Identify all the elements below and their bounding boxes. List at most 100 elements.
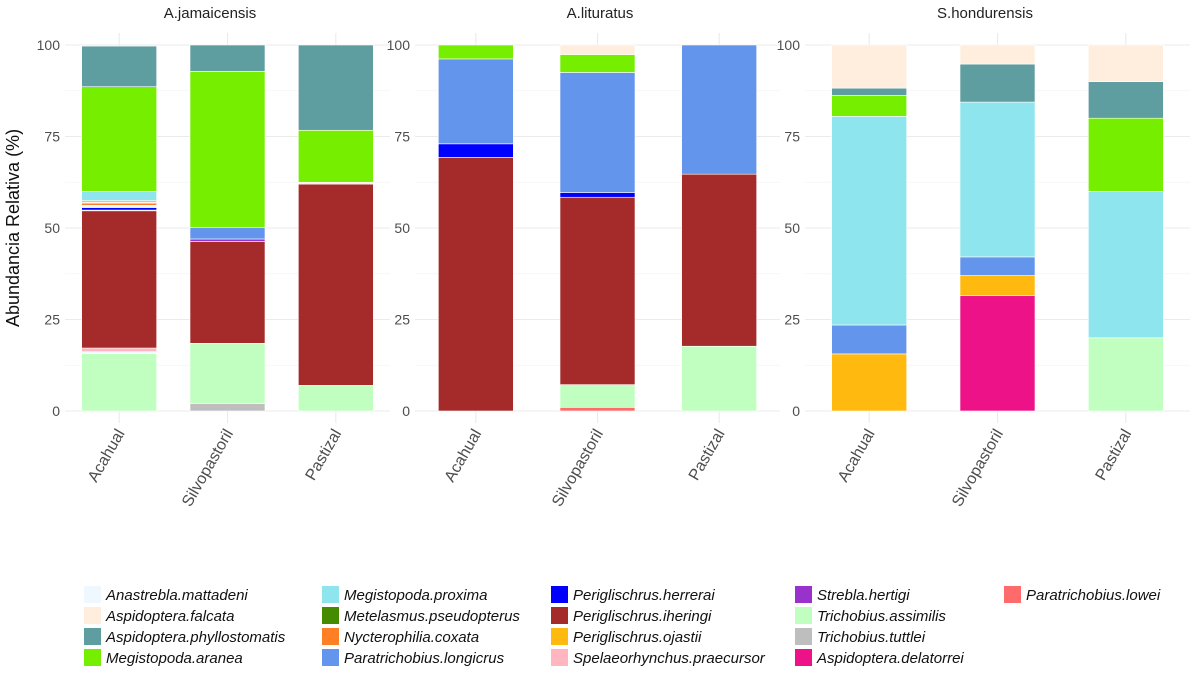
- bar-segment-paratrichobius-longicrus: [438, 58, 514, 145]
- bar-segment-trichobius-assimilis: [298, 385, 374, 412]
- legend-swatch: [795, 628, 812, 645]
- bar-segment-paratrichobius-longicrus: [559, 72, 636, 193]
- panel-s-hondurensis: 0 25 50 75 100 S.hondurensis Acahual Silvopasto…: [777, 5, 1190, 510]
- bar-segment-periglischrus-herrerai: [438, 143, 514, 158]
- legend-swatch: [795, 586, 812, 603]
- legend-item: Nycterophilia.coxata: [322, 628, 479, 646]
- legend-item: Metelasmus.pseudopterus: [322, 607, 520, 625]
- legend-label: Nycterophilia.coxata: [344, 629, 479, 646]
- bar-segment-aspidoptera-phyllostomatis: [831, 87, 907, 96]
- legend-item: Paratrichobius.longicrus: [322, 649, 505, 667]
- x-tick-label: Silvopastoril: [179, 427, 237, 510]
- bar-segment-trichobius-assimilis: [189, 342, 266, 404]
- legend: Anastrebla.mattadeni Aspidoptera.falcata A…: [84, 586, 1161, 667]
- x-tick-label: Acahual: [835, 427, 879, 486]
- bar-segment-megistopoda-aranea: [1088, 117, 1164, 192]
- legend-item: Anastrebla.mattadeni: [84, 586, 248, 604]
- bar-segment-paratrichobius-lowei: [559, 407, 636, 412]
- legend-label: Trichobius.assimilis: [817, 608, 946, 625]
- bar-silvopastoril: [189, 44, 266, 412]
- legend-swatch: [551, 628, 568, 645]
- bar-segment-periglischrus-iheringi: [438, 157, 514, 412]
- y-axis-title: Abundancia Relativa (%): [3, 129, 23, 327]
- legend-swatch: [322, 607, 339, 624]
- legend-swatch: [1004, 586, 1021, 603]
- legend-item: Aspidoptera.phyllostomatis: [84, 628, 286, 646]
- bar-segment-paratrichobius-longicrus: [189, 227, 266, 240]
- bar-segment-trichobius-assimilis: [81, 353, 157, 412]
- legend-swatch: [322, 628, 339, 645]
- bar-segment-aspidoptera-phyllostomatis: [298, 44, 374, 131]
- legend-label: Aspidoptera.falcata: [105, 608, 234, 625]
- bar-segment-aspidoptera-falcata: [831, 44, 907, 89]
- y-tick-label: 0: [402, 403, 410, 419]
- bar-segment-strebla-hertigi: [189, 238, 266, 242]
- legend-swatch: [795, 607, 812, 624]
- bar-segment-periglischrus-iheringi: [298, 183, 374, 386]
- bar-silvopastoril: [559, 44, 636, 412]
- bar-segment-periglischrus-iheringi: [681, 173, 757, 347]
- bar-segment-aspidoptera-falcata: [559, 44, 636, 55]
- bar-segment-periglischrus-herrerai: [559, 192, 636, 198]
- bar-segment-megistopoda-aranea: [81, 86, 157, 192]
- bar-segment-periglischrus-iheringi: [81, 210, 157, 349]
- x-tick-label: Pastizal: [303, 427, 346, 484]
- y-tick-label: 75: [44, 129, 60, 145]
- legend-swatch: [84, 628, 101, 645]
- legend-swatch: [84, 649, 101, 666]
- panel-title: S.hondurensis: [937, 5, 1033, 22]
- bar-segment-trichobius-assimilis: [559, 384, 636, 408]
- legend-item: Paratrichobius.lowei: [1004, 586, 1161, 604]
- legend-label: Paratrichobius.lowei: [1026, 587, 1161, 604]
- legend-swatch: [551, 607, 568, 624]
- legend-label: Periglischrus.herrerai: [573, 587, 715, 604]
- legend-item: Aspidoptera.falcata: [84, 607, 234, 625]
- panel-title: A.lituratus: [567, 5, 634, 22]
- x-tick-label: Acahual: [442, 427, 486, 486]
- legend-label: Megistopoda.proxima: [344, 587, 487, 604]
- legend-swatch: [322, 649, 339, 666]
- bar-segment-paratrichobius-longicrus: [831, 324, 907, 355]
- bar-segment-megistopoda-aranea: [438, 44, 514, 60]
- legend-label: Periglischrus.iheringi: [573, 608, 712, 625]
- bar-segment-megistopoda-proxima: [959, 101, 1036, 258]
- y-tick-label: 25: [784, 312, 800, 328]
- bar-segment-trichobius-assimilis: [1088, 337, 1164, 412]
- bar-segment-paratrichobius-longicrus: [959, 256, 1036, 276]
- bar-acahual: [438, 44, 514, 412]
- bar-pastizal: [681, 44, 757, 412]
- y-tick-label: 50: [784, 220, 800, 236]
- bar-silvopastoril: [959, 44, 1036, 412]
- legend-label: Periglischrus.ojastii: [573, 629, 702, 646]
- bar-acahual: [81, 45, 157, 412]
- bar-segment-periglischrus-ojastii: [831, 353, 907, 412]
- bar-segment-megistopoda-proxima: [81, 191, 157, 201]
- y-tick-label: 100: [387, 37, 411, 53]
- y-tick-label: 50: [394, 220, 410, 236]
- x-tick-label: Pastizal: [686, 427, 729, 484]
- y-tick-label: 25: [44, 312, 60, 328]
- y-tick-label: 75: [784, 129, 800, 145]
- panel-a-lituratus: 0 25 50 75 100 A.lituratus Acahual Silvopastori…: [387, 5, 780, 510]
- bar-segment-trichobius-assimilis: [681, 345, 757, 412]
- bar-segment-megistopoda-proxima: [831, 116, 907, 326]
- legend-item: Megistopoda.aranea: [84, 649, 243, 667]
- x-tick-label: Acahual: [85, 427, 129, 486]
- x-tick-label: Pastizal: [1093, 427, 1136, 484]
- legend-swatch: [551, 586, 568, 603]
- legend-label: Anastrebla.mattadeni: [105, 587, 248, 604]
- bar-segment-periglischrus-iheringi: [189, 241, 266, 344]
- x-tick-label: Silvopastoril: [949, 427, 1007, 510]
- bar-segment-aspidoptera-delatorrei: [959, 295, 1036, 412]
- bar-segment-nycterophilia-coxata: [81, 202, 157, 206]
- bar-segment-anastrebla-mattadeni: [81, 205, 157, 208]
- bar-segment-megistopoda-aranea: [189, 71, 266, 228]
- bar-segment-megistopoda-aranea: [559, 54, 636, 73]
- legend-item: Trichobius.assimilis: [795, 607, 946, 625]
- legend-label: Paratrichobius.longicrus: [344, 650, 505, 667]
- y-tick-label: 50: [44, 220, 60, 236]
- bar-segment-periglischrus-ojastii: [959, 275, 1036, 297]
- legend-swatch: [551, 649, 568, 666]
- legend-swatch: [84, 586, 101, 603]
- bar-segment-periglischrus-herrerai: [81, 207, 157, 211]
